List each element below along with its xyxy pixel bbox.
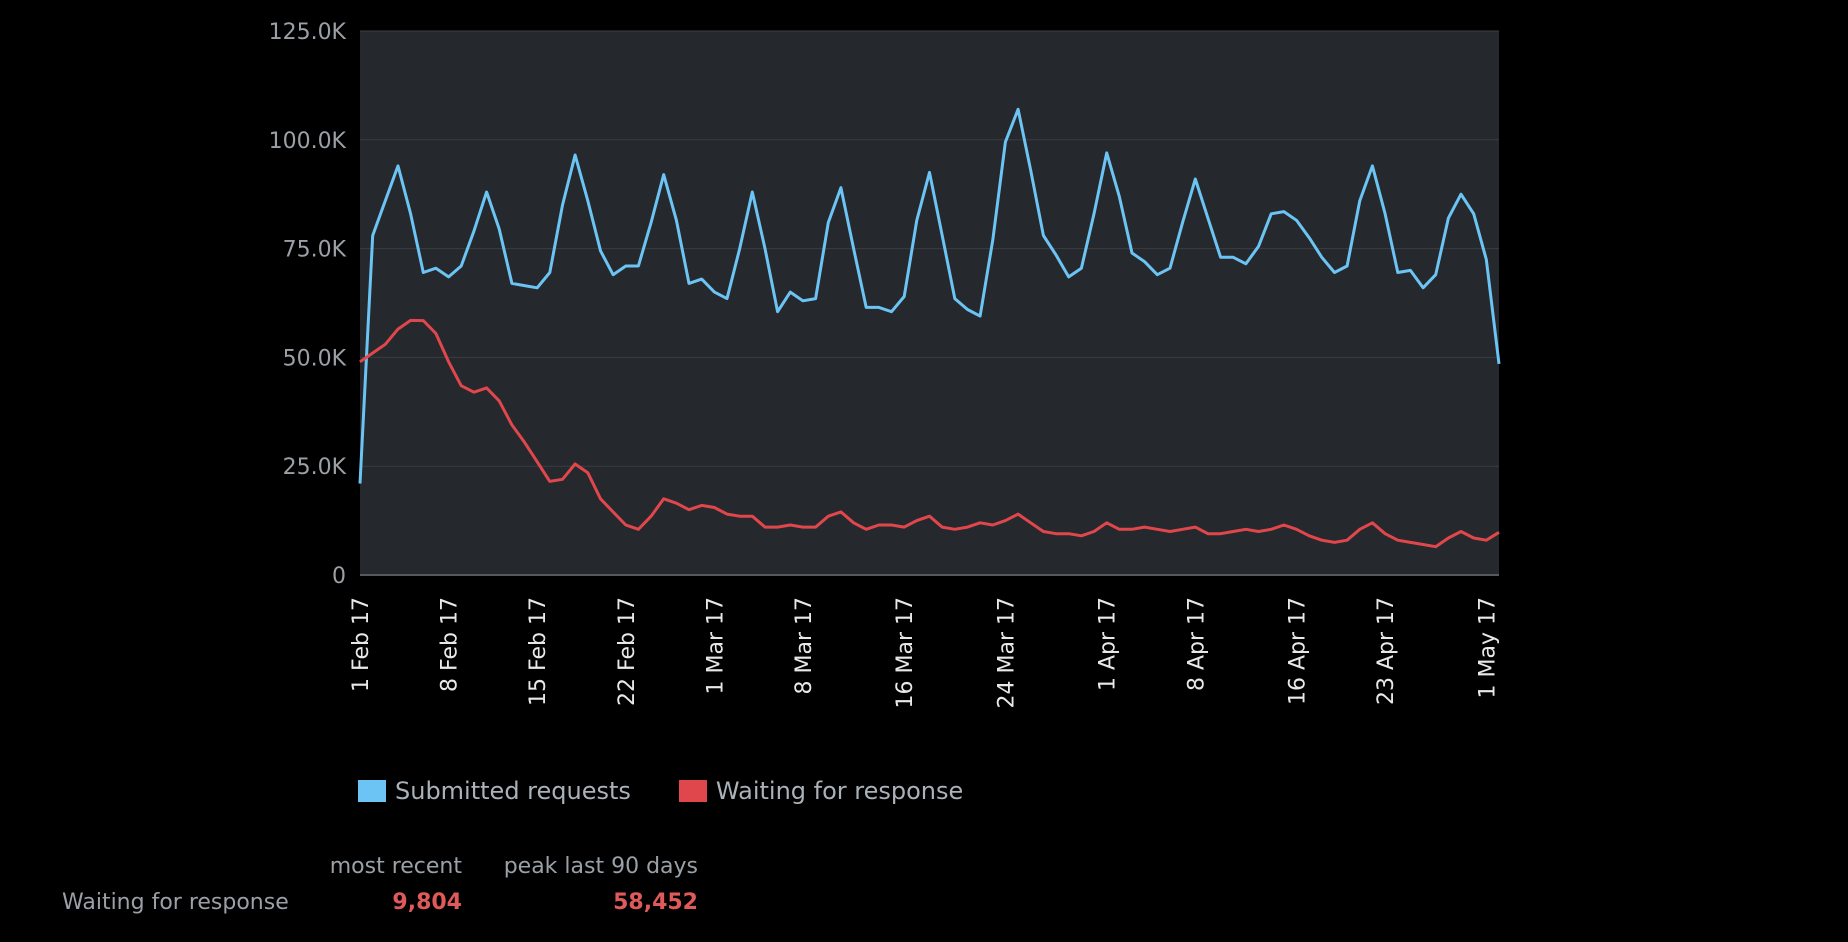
y-tick-label: 0: [332, 564, 346, 589]
y-tick-label: 25.0K: [283, 455, 347, 480]
y-tick-label: 75.0K: [283, 238, 347, 263]
x-tick-label: 16 Apr 17: [1286, 597, 1311, 705]
x-tick-label: 23 Apr 17: [1374, 597, 1399, 705]
x-tick-label: 8 Feb 17: [438, 597, 463, 692]
legend-swatch-submitted: [358, 780, 386, 802]
series-line-submitted-requests[interactable]: [358, 107, 1501, 484]
x-tick-label: 1 Apr 17: [1096, 597, 1121, 691]
legend-item-waiting[interactable]: Waiting for response: [678, 777, 964, 805]
legend: Submitted requests Waiting for response: [358, 777, 963, 805]
plot-area: [360, 31, 1499, 575]
legend-swatch-waiting: [678, 780, 707, 802]
stats-peak-value: 58,452: [613, 890, 698, 915]
x-tick-label: 8 Apr 17: [1184, 597, 1209, 691]
y-tick-label: 100.0K: [269, 129, 347, 154]
x-tick-label: 1 Mar 17: [703, 597, 728, 695]
x-tick-label: 16 Mar 17: [893, 597, 918, 708]
x-tick-label: 24 Mar 17: [994, 597, 1019, 708]
y-tick-label: 50.0K: [283, 346, 347, 371]
x-tick-label: 8 Mar 17: [792, 597, 817, 695]
legend-label-waiting: Waiting for response: [715, 777, 964, 805]
series-line-waiting-for-response[interactable]: [359, 318, 1500, 549]
x-tick-label: 1 May 17: [1475, 597, 1500, 698]
y-tick-label: 125.0K: [269, 20, 347, 45]
stats-header-most-recent: most recent: [329, 854, 462, 879]
stats-header-peak: peak last 90 days: [503, 854, 698, 879]
stats-most-recent-value: 9,804: [392, 890, 462, 915]
stats-row-label: Waiting for response: [62, 890, 289, 915]
x-tick-label: 22 Feb 17: [615, 597, 640, 706]
legend-item-submitted[interactable]: Submitted requests: [358, 777, 631, 805]
legend-label-submitted: Submitted requests: [395, 777, 631, 805]
x-tick-label: 15 Feb 17: [526, 597, 551, 706]
x-tick-label: 1 Feb 17: [349, 597, 374, 692]
